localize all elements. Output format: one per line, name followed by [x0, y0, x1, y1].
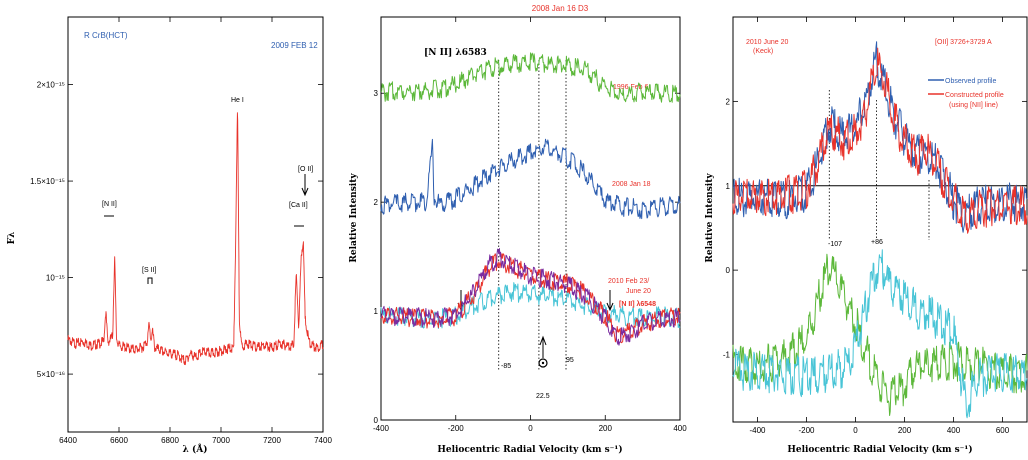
nii-x-axis-label: Heliocentric Radial Velocity (km s⁻¹) — [437, 444, 622, 455]
oii-x-axis-label: Heliocentric Radial Velocity (km s⁻¹) — [787, 444, 972, 455]
legend-observed-label: Observed profile — [945, 78, 996, 85]
nii-marker-label-22: 22.5 — [536, 393, 550, 400]
spectrum-oii-arrow-head — [301, 187, 309, 197]
x-tick-label-oii-2: 0 — [853, 426, 858, 435]
series-line-oii-3 — [732, 249, 1028, 419]
spectrum-sii-bracket — [147, 277, 153, 284]
spectrum-object-label: R CrB(HCT) — [84, 31, 128, 40]
panel-spectrum: R CrB(HCT) 2009 FEB 12 [N II] [S II] He … — [7, 16, 332, 455]
oii-y-axis-label: Relative Intensity — [705, 173, 715, 263]
y-tick-label-nii-0: 0 — [374, 416, 379, 425]
x-tick-label-oii-0: -400 — [749, 426, 766, 435]
x-tick-label-nii-0: -400 — [373, 424, 390, 433]
nii-marker-label-m85: -85 — [501, 363, 511, 370]
oii-line-label: [OII] 3726+3729 A — [935, 39, 992, 46]
y-tick-label-oii-2: 1 — [726, 182, 731, 191]
nii-panel-title: 2008 Jan 16 D3 — [532, 4, 589, 13]
nii-epoch-label-1996: 1996 Feb 6 — [613, 84, 649, 91]
x-tick-label-spectrum-3: 7000 — [212, 436, 230, 445]
legend-constructed-label: Constructed profile — [945, 92, 1004, 99]
oii-epoch-label: 2010 June 20 — [746, 39, 789, 46]
nii-marker-label-95: 95 — [566, 357, 574, 364]
nii-epoch-label-2008: 2008 Jan 18 — [612, 181, 651, 188]
y-tick-label-oii-1: 0 — [726, 266, 731, 275]
nii-center-arrow-head — [539, 335, 547, 346]
x-tick-label-nii-3: 200 — [599, 424, 613, 433]
x-tick-label-spectrum-4: 7200 — [263, 436, 281, 445]
series-line-nii-1 — [380, 138, 681, 220]
nii-right-arrow-head — [606, 302, 614, 312]
oii-marker-label-p86: +86 — [871, 239, 883, 246]
panel-nii-frame — [380, 16, 681, 421]
nii-overlay-label: [N II] λ6548 — [619, 300, 656, 308]
series-line-spectrum-0 — [67, 112, 324, 366]
y-tick-label-spectrum-1: 10⁻¹⁵ — [46, 274, 65, 283]
panel-spectrum-frame — [67, 16, 324, 433]
series-line-oii-1 — [732, 47, 1028, 234]
x-tick-label-nii-2: 0 — [528, 424, 533, 433]
x-tick-label-oii-4: 400 — [947, 426, 961, 435]
spectrum-x-axis-label: λ (Å) — [183, 443, 208, 455]
y-tick-label-nii-2: 2 — [374, 198, 379, 207]
nii-center-marker-ring — [538, 358, 548, 368]
spectrum-y-axis-label: Fλ — [7, 232, 17, 245]
legend-constructed-note: (using [NII] line) — [949, 102, 998, 109]
x-tick-label-nii-1: -200 — [448, 424, 465, 433]
nii-epoch-label-june: June 20 — [626, 288, 651, 295]
x-tick-label-oii-5: 600 — [996, 426, 1010, 435]
y-tick-label-spectrum-3: 2×10⁻¹⁵ — [37, 81, 65, 90]
spectrum-line-label-nii: [N II] — [102, 201, 117, 208]
spectrum-line-label-sii: [S II] — [142, 267, 156, 274]
spectrum-line-label-oii: [O II] — [298, 166, 313, 173]
spectrum-date-label: 2009 FEB 12 — [271, 41, 318, 50]
series-line-nii-2 — [380, 282, 681, 329]
y-tick-label-nii-1: 1 — [374, 307, 379, 316]
y-tick-label-nii-3: 3 — [374, 89, 379, 98]
x-tick-label-spectrum-5: 7400 — [314, 436, 332, 445]
series-line-oii-2 — [732, 253, 1028, 416]
oii-marker-label-m107: -107 — [828, 241, 842, 248]
x-tick-label-oii-1: -200 — [798, 426, 815, 435]
y-tick-label-spectrum-0: 5×10⁻¹⁶ — [37, 370, 65, 379]
nii-y-axis-label: Relative Intensity — [349, 173, 359, 263]
x-tick-label-spectrum-2: 6800 — [161, 436, 179, 445]
spectrum-line-label-hei: He I — [231, 97, 244, 104]
y-tick-label-oii-3: 2 — [726, 97, 731, 106]
x-tick-label-nii-4: 400 — [673, 424, 687, 433]
panel-nii-velocity: 2008 Jan 16 D3 [N II] λ6583 1996 Feb 6 2… — [349, 4, 687, 455]
y-tick-label-spectrum-2: 1.5×10⁻¹⁵ — [30, 177, 65, 186]
nii-epoch-label-2010: 2010 Feb 23/ — [608, 278, 649, 285]
oii-telescope-label: (Keck) — [753, 48, 773, 55]
panel-oii-velocity: 2010 June 20 (Keck) [OII] 3726+3729 A Ob… — [705, 16, 1028, 455]
nii-line-label: [N II] λ6583 — [424, 48, 487, 58]
series-line-nii-4 — [380, 248, 681, 346]
x-tick-label-oii-3: 200 — [898, 426, 912, 435]
x-tick-label-spectrum-1: 6600 — [110, 436, 128, 445]
x-tick-label-spectrum-0: 6400 — [59, 436, 77, 445]
spectrum-line-label-caii: [Ca II] — [289, 202, 308, 209]
nii-center-marker-dot — [541, 361, 545, 365]
series-line-nii-0 — [381, 52, 681, 103]
y-tick-label-oii-0: -1 — [723, 351, 731, 360]
